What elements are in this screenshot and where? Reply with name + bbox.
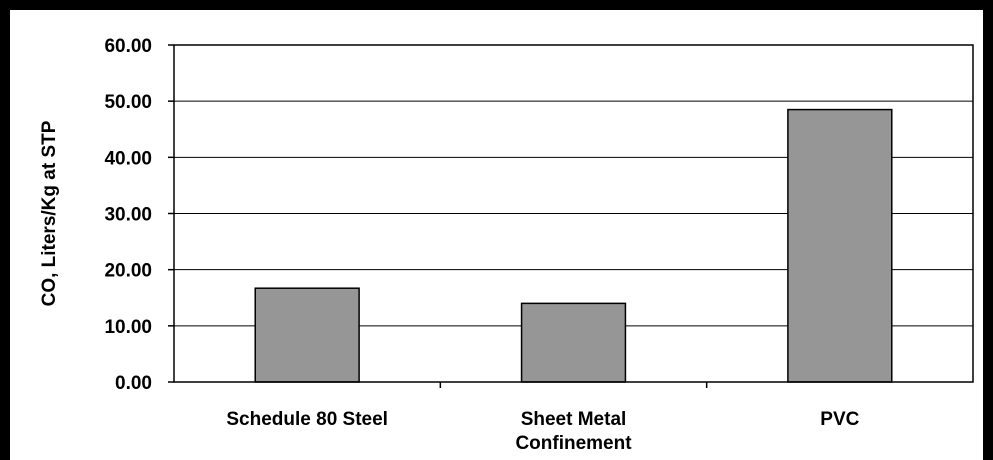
y-tick-label: 10.00: [104, 317, 152, 338]
bars: [254, 108, 893, 383]
axes: [168, 44, 974, 388]
x-category-label: Confinement: [515, 433, 632, 454]
y-tick-labels: 0.00 10.00 20.00 30.00 40.00 50.00 60.00: [104, 36, 152, 394]
y-tick-label: 30.00: [104, 205, 152, 226]
y-tick-label: 50.00: [104, 92, 152, 113]
y-tick-label: 60.00: [104, 36, 152, 57]
bar: [254, 287, 360, 383]
y-tick-label: 20.00: [104, 261, 152, 282]
y-tick-label: 0.00: [115, 373, 152, 394]
bar: [520, 302, 627, 383]
x-category-label: PVC: [820, 409, 859, 430]
plot-area-border: [173, 44, 974, 383]
bar: [787, 108, 893, 383]
y-tick-label: 40.00: [104, 148, 152, 169]
x-category-labels: Schedule 80 Steel Sheet Metal Confinement P…: [226, 409, 859, 454]
x-category-label: Schedule 80 Steel: [226, 409, 388, 430]
bar-chart: 0.00 10.00 20.00 30.00 40.00 50.00 60.00 Sched…: [39, 36, 974, 454]
x-category-label: Sheet Metal: [521, 409, 627, 430]
y-axis-title: CO, Liters/Kg at STP: [39, 120, 60, 306]
